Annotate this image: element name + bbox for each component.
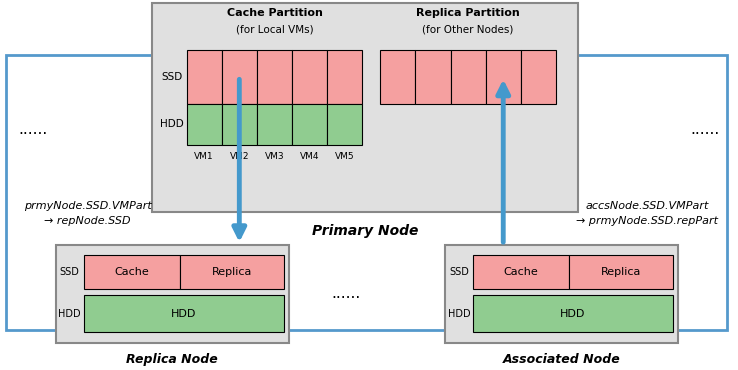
Bar — [56, 245, 289, 343]
Bar — [152, 3, 578, 212]
Text: SSD: SSD — [161, 71, 182, 81]
Text: VM4: VM4 — [300, 152, 320, 161]
Bar — [221, 50, 257, 104]
Text: ......: ...... — [690, 122, 719, 137]
Text: (for Other Nodes): (for Other Nodes) — [422, 25, 514, 35]
Bar — [83, 295, 283, 332]
Text: ......: ...... — [331, 286, 361, 301]
Text: Replica: Replica — [211, 267, 252, 277]
Bar — [179, 255, 283, 289]
Text: Cache: Cache — [503, 267, 538, 277]
Text: Replica: Replica — [601, 267, 641, 277]
Text: prmyNode.SSD.VMPart: prmyNode.SSD.VMPart — [24, 201, 151, 211]
Bar — [445, 245, 677, 343]
Bar — [83, 255, 179, 289]
Bar — [257, 50, 292, 104]
Text: SSD: SSD — [60, 267, 80, 277]
Text: (for Local VMs): (for Local VMs) — [235, 25, 314, 35]
Text: ......: ...... — [18, 122, 48, 137]
Bar — [7, 56, 728, 330]
Text: Cache: Cache — [114, 267, 149, 277]
Bar — [292, 50, 327, 104]
Text: HDD: HDD — [560, 309, 585, 319]
Text: VM1: VM1 — [194, 152, 214, 161]
Bar — [327, 50, 362, 104]
Bar — [486, 50, 521, 104]
Text: HDD: HDD — [58, 309, 81, 319]
Bar — [415, 50, 450, 104]
Bar — [569, 255, 673, 289]
Text: VM3: VM3 — [265, 152, 284, 161]
Text: → prmyNode.SSD.repPart: → prmyNode.SSD.repPart — [576, 216, 718, 226]
Text: HDD: HDD — [160, 119, 184, 129]
Text: HDD: HDD — [448, 309, 470, 319]
Text: Cache Partition: Cache Partition — [227, 8, 323, 18]
Bar — [473, 255, 569, 289]
Bar — [257, 104, 292, 145]
Text: VM5: VM5 — [335, 152, 354, 161]
Text: Primary Node: Primary Node — [311, 224, 418, 238]
Bar — [187, 50, 221, 104]
Text: SSD: SSD — [449, 267, 469, 277]
Bar — [450, 50, 486, 104]
Text: Replica Partition: Replica Partition — [416, 8, 520, 18]
Text: HDD: HDD — [171, 309, 196, 319]
Text: VM2: VM2 — [230, 152, 249, 161]
Bar — [521, 50, 556, 104]
Text: Replica Node: Replica Node — [126, 353, 218, 366]
Text: accsNode.SSD.VMPart: accsNode.SSD.VMPart — [585, 201, 708, 211]
Bar — [327, 104, 362, 145]
Text: Associated Node: Associated Node — [503, 353, 621, 366]
Bar — [292, 104, 327, 145]
Bar — [187, 104, 221, 145]
Bar — [380, 50, 415, 104]
Bar — [221, 104, 257, 145]
Text: → repNode.SSD: → repNode.SSD — [44, 216, 131, 226]
Bar — [473, 295, 673, 332]
